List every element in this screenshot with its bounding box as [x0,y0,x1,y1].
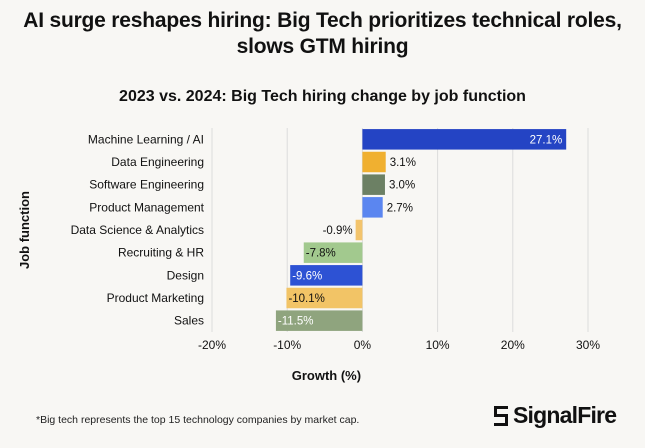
bar [290,265,363,286]
brand-logo: SignalFire [492,402,617,429]
x-tick-label: 0% [354,338,372,352]
category-label: Data Science & Analytics [71,223,204,237]
bar [286,287,363,309]
data-label: -10.1% [288,293,324,305]
data-label: 27.1% [530,134,563,146]
category-label: Data Engineering [111,155,204,169]
footnote: *Big tech represents the top 15 technolo… [36,414,360,426]
category-label: Product Management [89,200,204,214]
bar [362,151,386,173]
brand-name: SignalFire [513,402,617,428]
data-label: 2.7% [387,202,413,214]
bar [362,197,383,218]
category-label: Product Marketing [107,291,204,305]
category-label: Design [167,268,204,282]
bar [355,219,363,241]
x-tick-label: -10% [273,338,301,352]
bar [303,242,363,263]
x-tick-label: 20% [501,338,525,352]
category-label: Software Engineering [89,178,204,192]
x-tick-label: 30% [576,338,600,352]
data-label: 3.0% [389,180,415,192]
category-label: Recruiting & HR [118,246,204,260]
data-label: -7.8% [306,248,336,260]
y-axis-title: Job function [17,191,32,269]
bar [362,174,385,195]
category-label: Sales [174,314,204,328]
category-label: Machine Learning / AI [88,132,204,146]
signalfire-flame-icon [494,405,508,426]
data-label: -9.6% [292,270,322,282]
data-label: 3.1% [390,157,416,169]
x-axis-title: Growth (%) [292,368,361,383]
x-tick-label: -20% [198,338,226,352]
bar [362,129,567,150]
headline: AI surge reshapes hiring: Big Tech prior… [23,9,622,58]
data-label: -11.5% [278,316,314,328]
x-tick-label: 10% [426,338,450,352]
bar [275,310,363,331]
data-label: -0.9% [323,225,353,237]
chart-title: 2023 vs. 2024: Big Tech hiring change by… [119,88,526,105]
